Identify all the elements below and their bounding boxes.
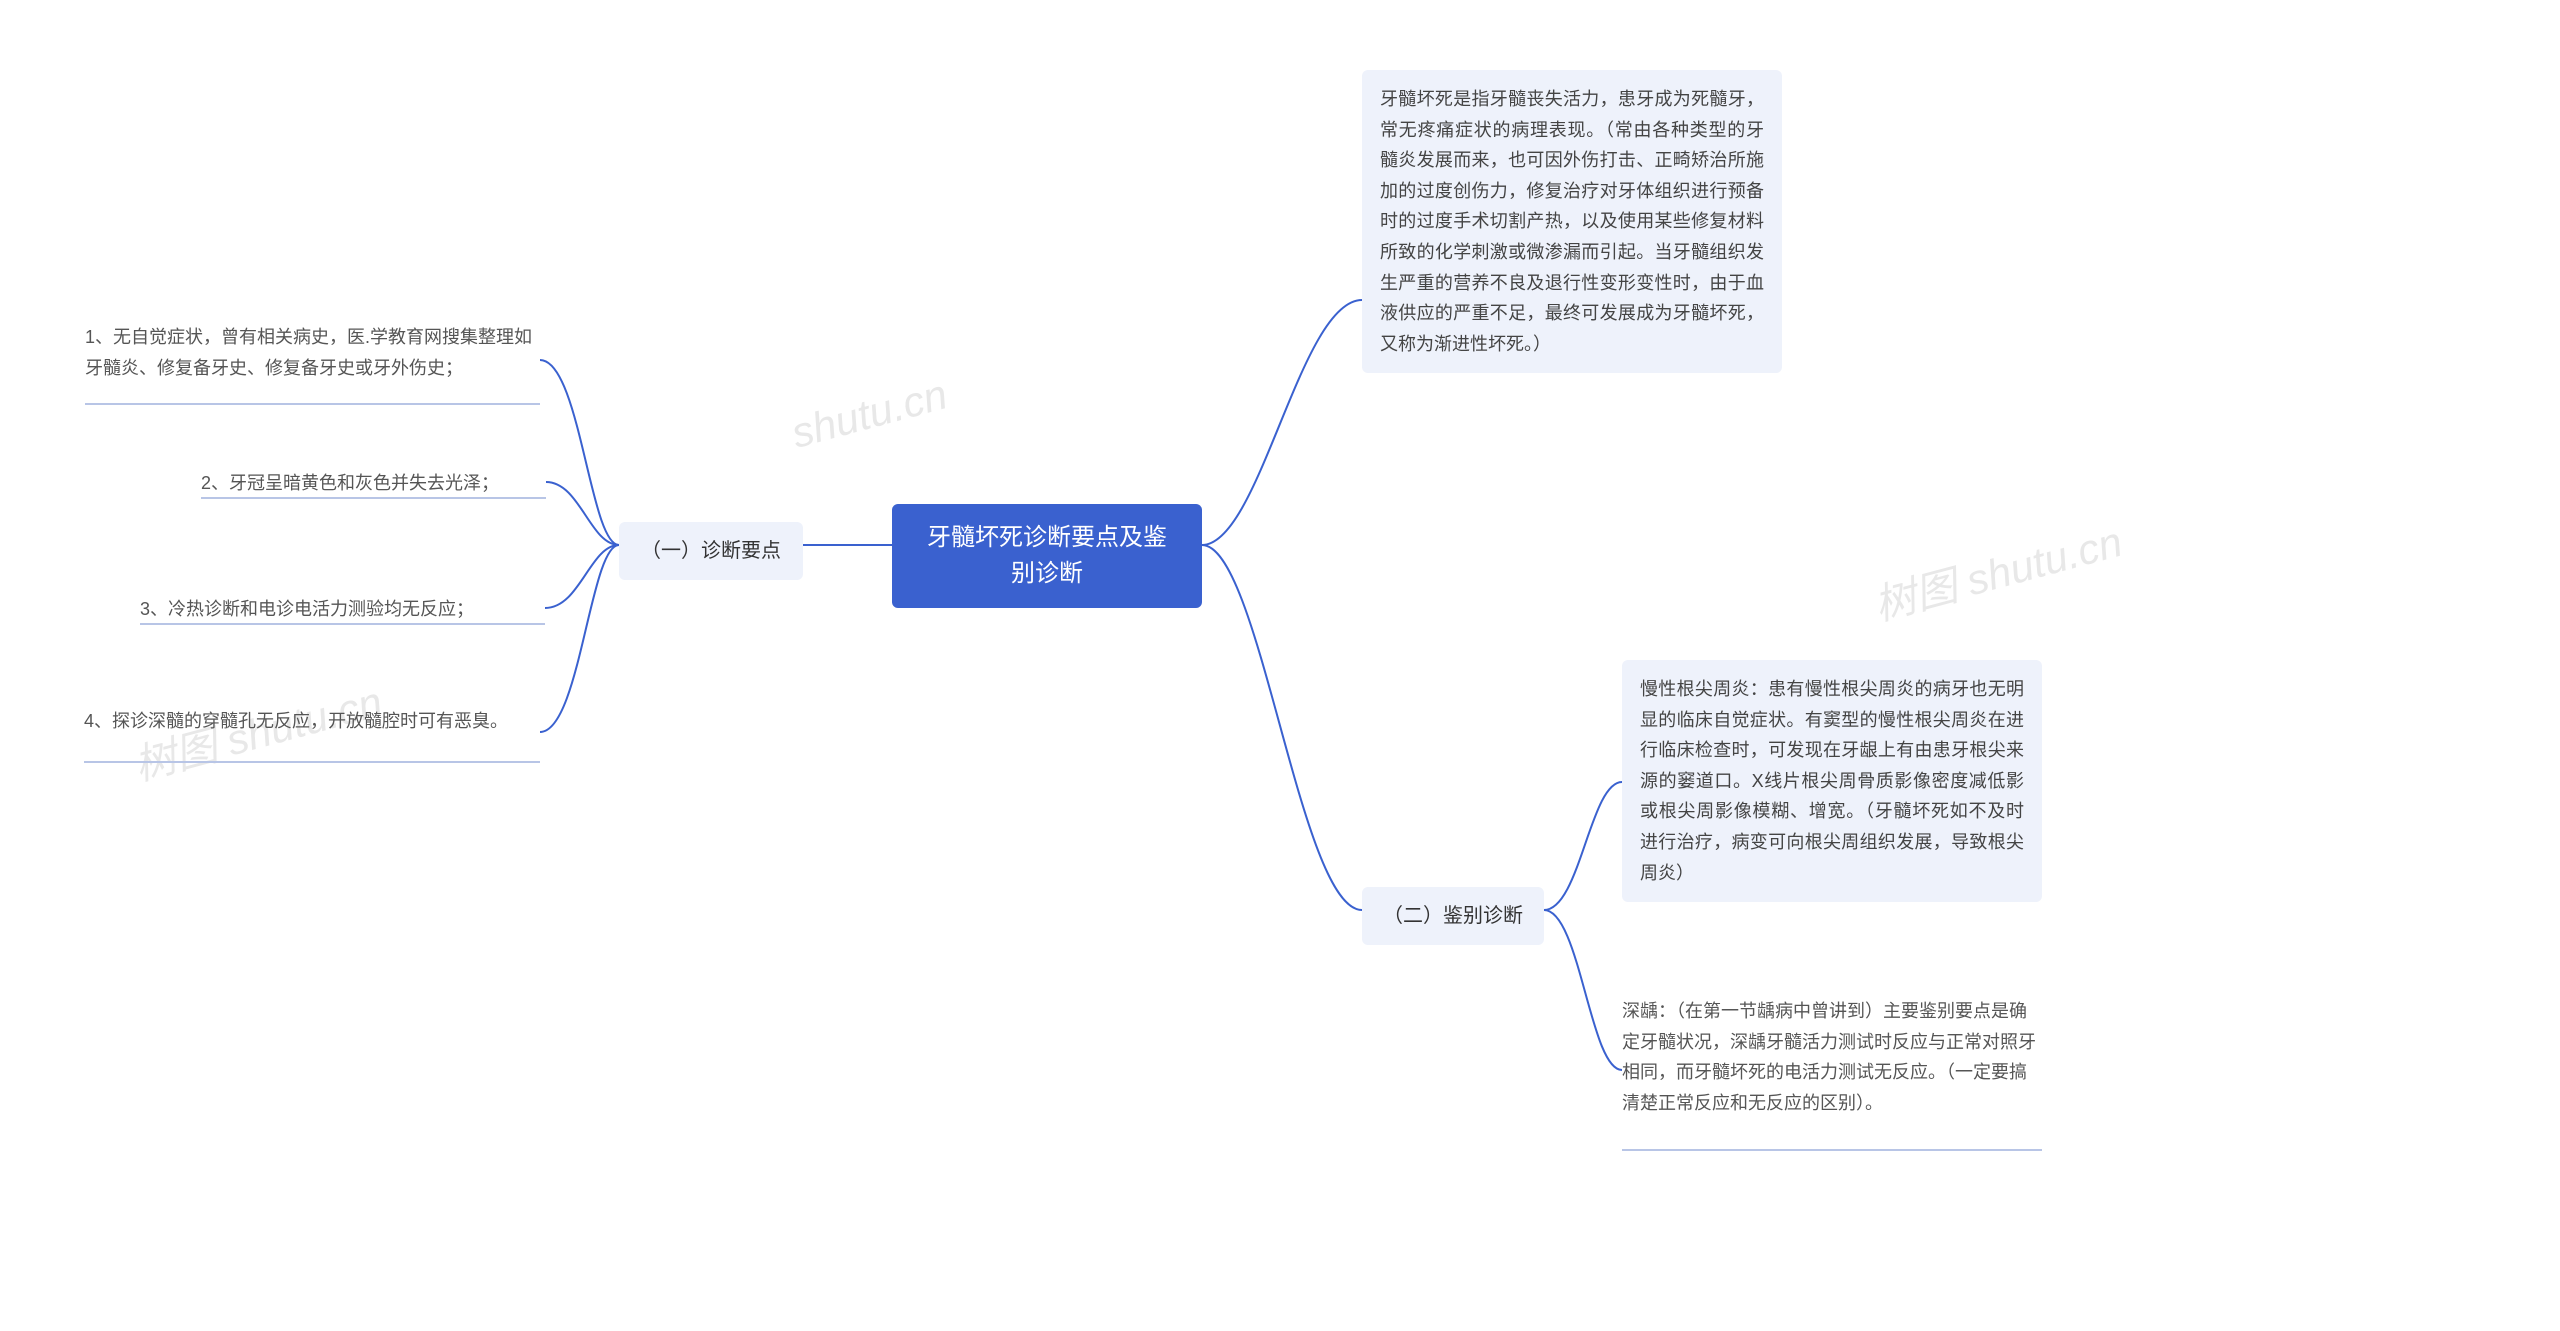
leaf-definition: 牙髓坏死是指牙髓丧失活力，患牙成为死髓牙，常无疼痛症状的病理表现。（常由各种类型… bbox=[1362, 70, 1782, 373]
watermark-3: 树图 shutu.cn bbox=[1866, 508, 2128, 633]
leaf-diff-1: 慢性根尖周炎：患有慢性根尖周炎的病牙也无明显的临床自觉症状。有窦型的慢性根尖周炎… bbox=[1622, 660, 2042, 902]
leaf-diag-1: 1、无自觉症状，曾有相关病史，医.学教育网搜集整理如牙髓炎、修复备牙史、修复备牙… bbox=[85, 322, 535, 383]
leaf-diag-4: 4、探诊深髓的穿髓孔无反应，开放髓腔时可有恶臭。 bbox=[84, 706, 534, 737]
branch-differential[interactable]: （二）鉴别诊断 bbox=[1362, 887, 1544, 945]
watermark-2: shutu.cn bbox=[786, 370, 952, 457]
leaf-diag-3: 3、冷热诊断和电诊电活力测验均无反应； bbox=[140, 594, 540, 625]
connector-lines bbox=[0, 0, 2560, 1331]
leaf-diag-2: 2、牙冠呈暗黄色和灰色并失去光泽； bbox=[201, 468, 541, 499]
branch-diagnosis-points[interactable]: （一）诊断要点 bbox=[619, 522, 803, 580]
leaf-diff-2: 深龋：（在第一节龋病中曾讲到）主要鉴别要点是确定牙髓状况，深龋牙髓活力测试时反应… bbox=[1622, 996, 2042, 1118]
root-node[interactable]: 牙髓坏死诊断要点及鉴别诊断 bbox=[892, 504, 1202, 608]
